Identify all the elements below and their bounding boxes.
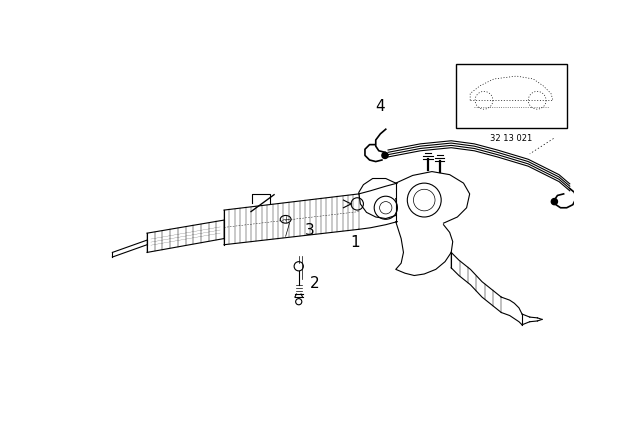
Bar xyxy=(456,64,567,128)
Text: 3: 3 xyxy=(305,224,315,238)
Text: 32 13 021: 32 13 021 xyxy=(490,134,532,143)
Circle shape xyxy=(382,152,388,159)
Text: 1: 1 xyxy=(350,235,360,250)
Text: 4: 4 xyxy=(376,99,385,114)
Text: 2: 2 xyxy=(310,276,319,291)
Circle shape xyxy=(551,198,557,205)
